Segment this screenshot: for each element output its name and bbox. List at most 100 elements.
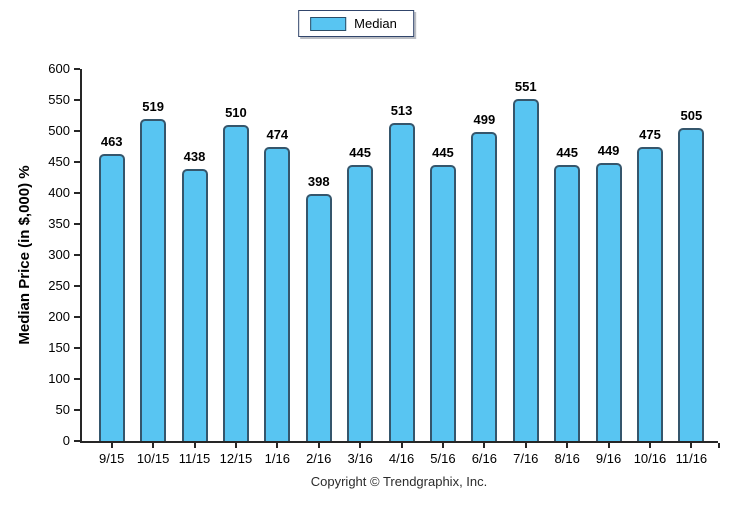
- legend: Median: [298, 10, 414, 37]
- y-tick: [74, 378, 80, 380]
- bar-11/16: [678, 127, 705, 441]
- legend-label-median: Median: [354, 16, 397, 31]
- x-tick: [152, 443, 155, 448]
- bar-value-label: 551: [514, 79, 537, 95]
- x-tick: [317, 443, 320, 448]
- x-tick-label: 5/16: [430, 451, 456, 466]
- bar-slot: 445: [546, 69, 587, 441]
- x-tick: [193, 443, 196, 448]
- x-axis-cell: 10/16: [629, 443, 670, 466]
- x-tick: [359, 443, 362, 448]
- bar-1/16: [264, 147, 291, 441]
- bar-value-label: 499: [473, 111, 496, 127]
- bar-slot: 474: [257, 69, 298, 441]
- x-tick: [607, 443, 610, 448]
- bar-slot: 551: [505, 69, 546, 441]
- x-axis-cell: 11/16: [671, 443, 712, 466]
- x-axis-cell: 2/16: [298, 443, 339, 466]
- x-tick: [690, 443, 693, 448]
- bar-6/16: [471, 131, 498, 441]
- y-tick: [74, 254, 80, 256]
- bar-slot: 513: [381, 69, 422, 441]
- y-tick-label: 300: [48, 247, 70, 262]
- y-tick: [74, 98, 80, 101]
- x-tick-label: 9/15: [99, 451, 125, 466]
- x-tick: [110, 443, 113, 448]
- plot-area: Median Price (in $,000) % 463 519 438 510 47…: [16, 61, 720, 466]
- x-tick-label: 2/16: [306, 451, 332, 466]
- x-tick-label: 4/16: [388, 451, 415, 466]
- y-tick: [74, 285, 80, 287]
- y-tick-label: 550: [48, 91, 70, 107]
- x-tick-label: 10/16: [633, 451, 667, 466]
- bar-4/16: [388, 122, 415, 441]
- bar-value-label: 445: [349, 145, 371, 161]
- y-tick: [74, 191, 80, 194]
- x-axis-cell: 1/16: [257, 443, 298, 466]
- y-tick: [74, 129, 80, 132]
- bar-value-label: 445: [432, 145, 454, 161]
- bar-11/15: [181, 169, 208, 441]
- x-tick-label: 10/15: [136, 451, 170, 466]
- bar-value-label: 463: [100, 133, 123, 149]
- x-tick-label: 3/16: [347, 451, 373, 466]
- bar-slot: 499: [464, 69, 505, 441]
- bar-slot: 519: [132, 69, 173, 441]
- bar-value-label: 438: [183, 149, 206, 165]
- x-axis-cell: 8/16: [546, 443, 587, 466]
- x-axis-cell: 9/16: [588, 443, 629, 466]
- x-tick: [483, 443, 486, 448]
- y-tick-label: 150: [48, 340, 70, 355]
- x-tick-label: 7/16: [513, 451, 539, 466]
- bar-slot: 398: [298, 69, 339, 441]
- legend-swatch-median: [310, 16, 347, 31]
- y-tick: [74, 409, 80, 411]
- bar-3/16: [347, 165, 374, 441]
- x-tick-label: 11/15: [178, 451, 211, 466]
- y-tick: [74, 347, 80, 349]
- y-tick-label: 350: [48, 216, 70, 231]
- bar-5/16: [429, 165, 456, 441]
- x-axis-cell: 11/15: [174, 443, 215, 466]
- x-axis-cell: 6/16: [464, 443, 505, 466]
- bar-9/15: [98, 153, 125, 441]
- bar-slot: 438: [174, 69, 215, 441]
- bar-8/16: [554, 165, 581, 441]
- bar-value-label: 475: [639, 126, 661, 142]
- bar-slot: 445: [422, 69, 463, 441]
- bar-10/16: [636, 146, 663, 441]
- y-tick-label: 600: [48, 61, 70, 76]
- x-tick-label: 6/16: [471, 451, 498, 466]
- x-axis-cell: 10/15: [132, 443, 173, 466]
- x-tick: [276, 443, 279, 448]
- bar-value-label: 398: [307, 174, 330, 190]
- x-tick-label: 1/16: [264, 451, 290, 466]
- y-tick: [74, 440, 80, 442]
- x-tick: [524, 443, 527, 448]
- x-tick: [648, 443, 651, 448]
- bar-9/16: [595, 162, 622, 441]
- y-tick-label: 50: [55, 402, 70, 417]
- y-tick-label: 450: [48, 154, 70, 169]
- bars-container: 463 519 438 510 474 398 445 513 445 499 551 445 449 4…: [91, 69, 712, 441]
- bar-7/16: [512, 99, 539, 441]
- bar-value-label: 513: [390, 102, 413, 118]
- bar-value-label: 445: [556, 145, 579, 161]
- bar-slot: 475: [629, 69, 670, 441]
- y-tick-label: 250: [48, 278, 70, 293]
- copyright-text: Copyright © Trendgraphix, Inc.: [310, 474, 488, 489]
- x-tick-label: 8/16: [554, 451, 580, 466]
- x-axis-labels: 9/15 10/15 11/15 12/15 1/16 2/16 3/16 4/16 5/16 6…: [91, 443, 712, 466]
- x-tick-label: 9/16: [595, 451, 622, 466]
- bar-value-label: 474: [266, 127, 289, 143]
- x-axis-cell: 7/16: [505, 443, 546, 466]
- x-tick: [400, 443, 403, 448]
- bar-12/15: [222, 124, 249, 441]
- y-tick-label: 0: [62, 433, 70, 448]
- y-tick-label: 500: [48, 122, 70, 138]
- y-tick-label: 100: [48, 371, 70, 386]
- x-tick: [234, 443, 237, 448]
- x-axis-cell: 12/15: [215, 443, 256, 466]
- x-axis-cell: 3/16: [339, 443, 380, 466]
- bar-slot: 445: [339, 69, 380, 441]
